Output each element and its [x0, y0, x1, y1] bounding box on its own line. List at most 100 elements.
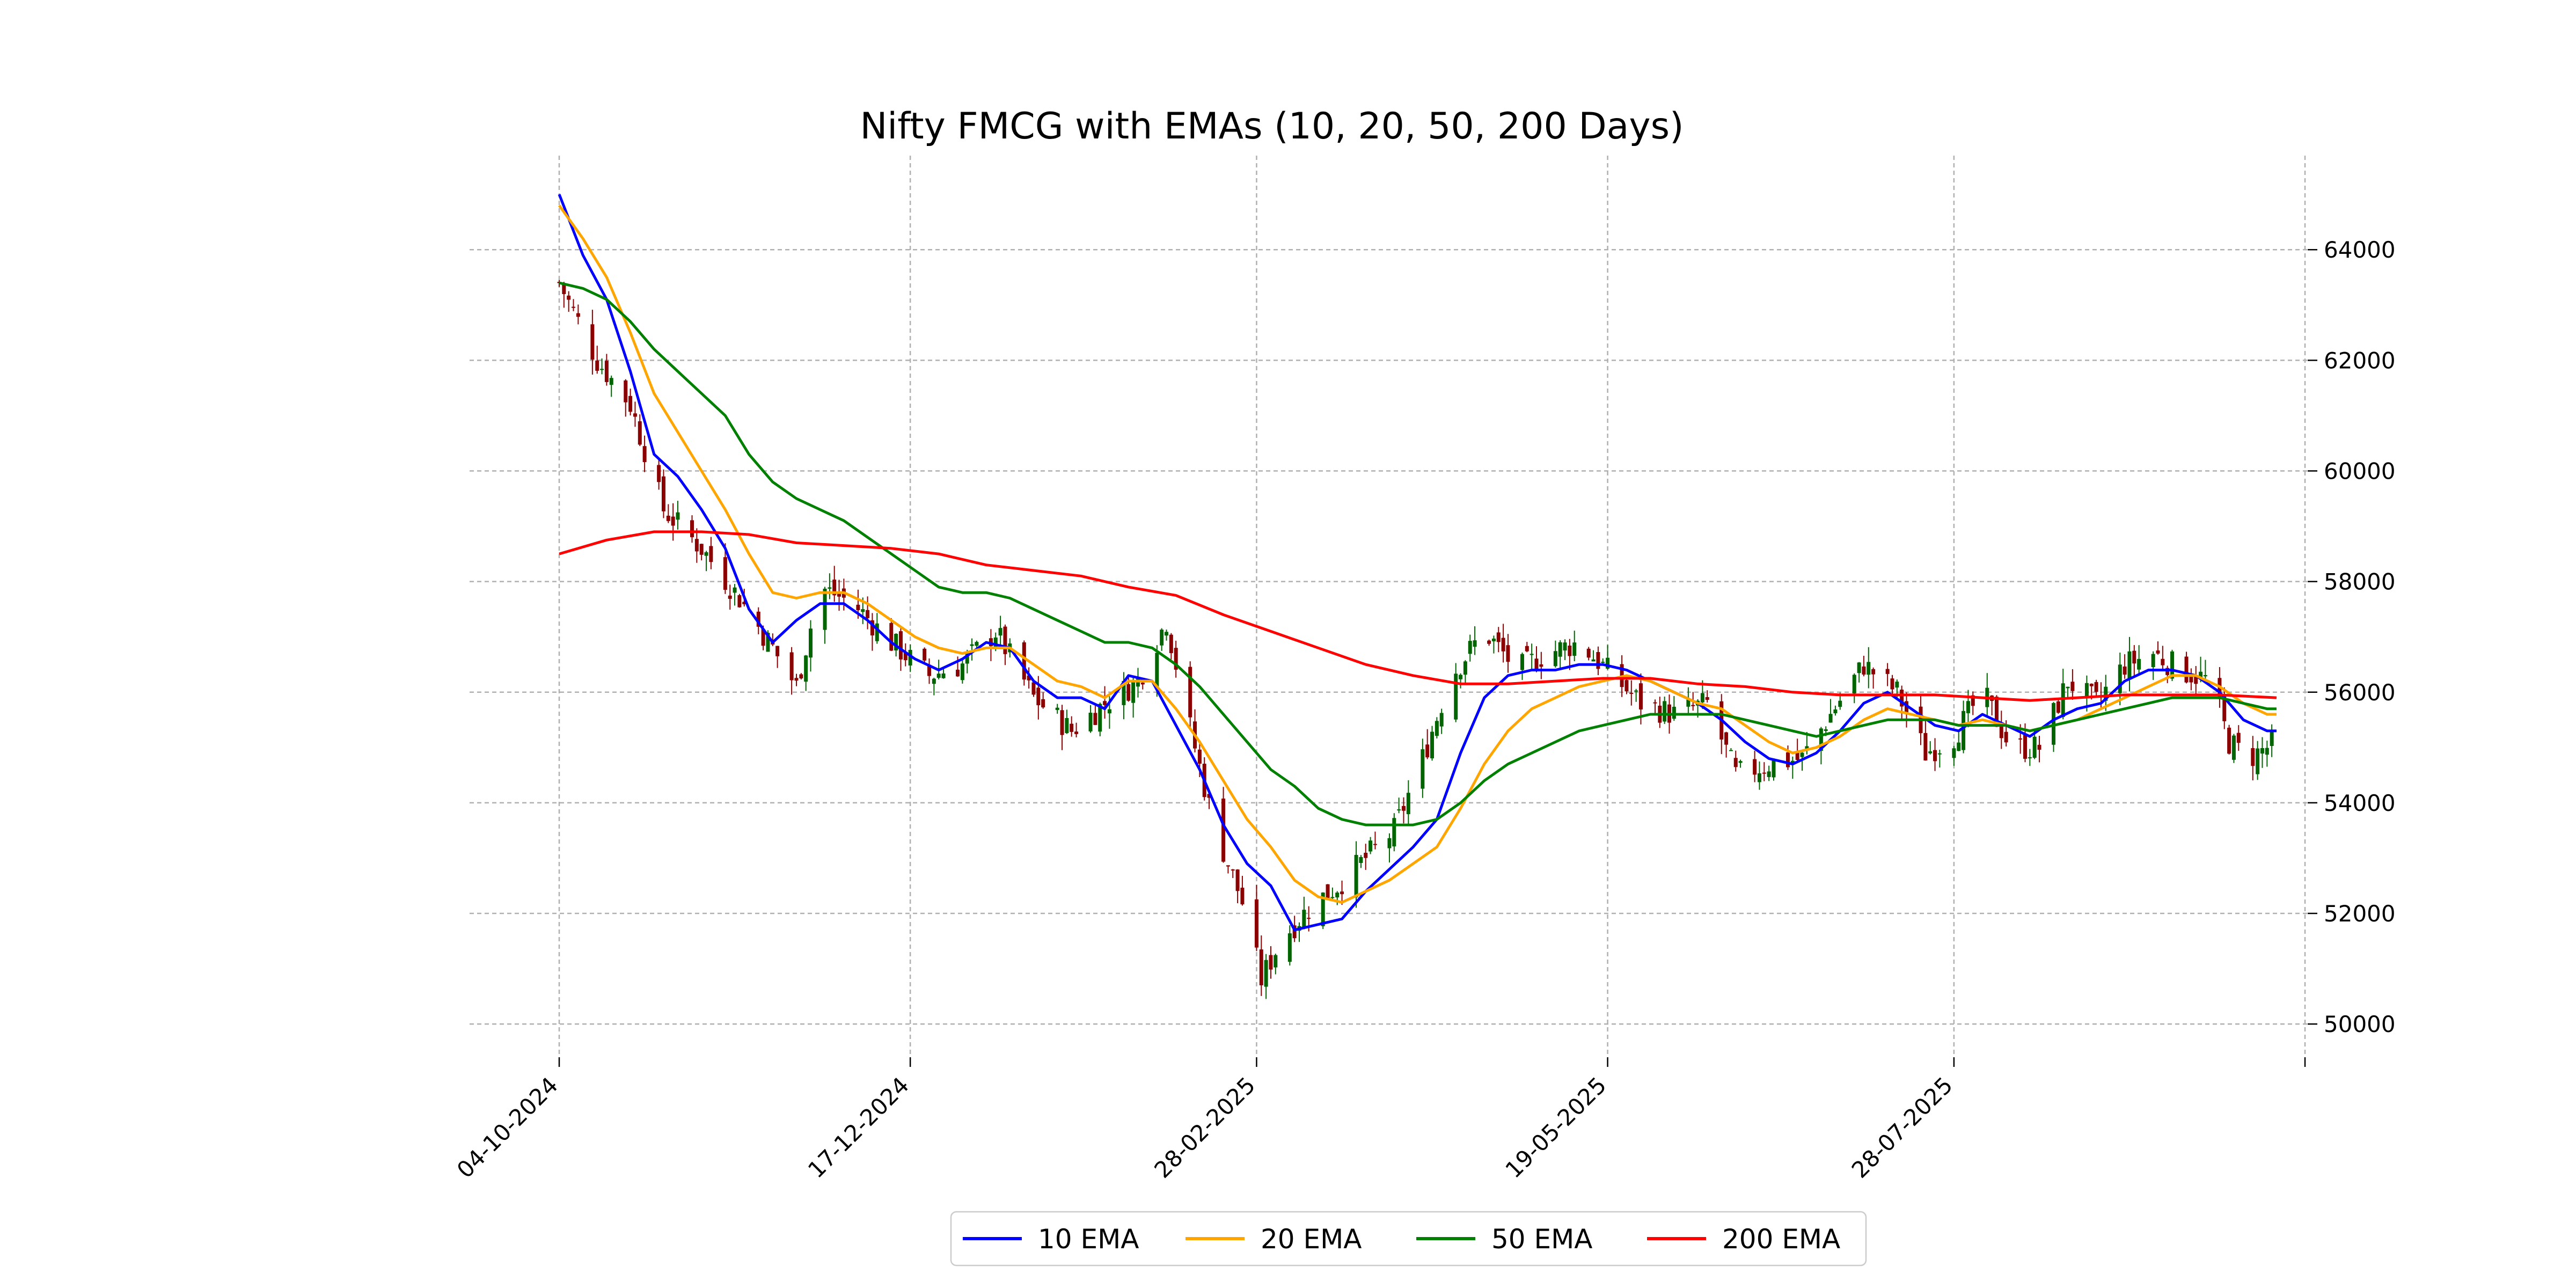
- candle-body: [1729, 750, 1733, 751]
- series-line-20-ema: [558, 204, 2277, 904]
- candle-body: [2194, 675, 2198, 684]
- candle-body: [2189, 676, 2193, 683]
- candle-body: [723, 557, 727, 590]
- candle-body: [1638, 683, 1643, 709]
- candle-body: [576, 313, 580, 317]
- x-tick-label: 28-07-2025: [1847, 1072, 1958, 1183]
- candle-body: [1999, 722, 2003, 738]
- candle-body: [1653, 702, 1657, 704]
- candle-body: [1140, 683, 1145, 685]
- candle-body: [1174, 648, 1178, 670]
- candle-body: [2222, 694, 2227, 721]
- candle-body: [1088, 712, 1093, 731]
- candle-body: [2123, 666, 2127, 675]
- candle-body: [1952, 748, 1956, 758]
- candle-body: [975, 642, 979, 646]
- candle-body: [766, 633, 770, 652]
- candle-body: [956, 669, 960, 677]
- candle-body: [1027, 675, 1031, 680]
- candle-body: [2227, 727, 2231, 754]
- candle-body: [1928, 751, 1933, 753]
- candle-body: [1852, 675, 1856, 694]
- legend-box: [950, 1211, 1867, 1267]
- candle-body: [1762, 772, 1766, 774]
- candle-body: [1235, 869, 1240, 891]
- candle-body: [1307, 918, 1311, 919]
- candle-body: [690, 520, 694, 537]
- candle-body: [676, 512, 680, 520]
- candle-body: [1634, 690, 1638, 692]
- candle-body: [1572, 642, 1577, 656]
- candle-body: [761, 629, 765, 646]
- candle-body: [828, 587, 832, 589]
- candle-body: [595, 360, 599, 371]
- candle-body: [628, 396, 633, 412]
- candle-body: [1098, 704, 1102, 732]
- candle-body: [1957, 742, 1961, 751]
- candle-body: [1425, 744, 1430, 758]
- candle-body: [1724, 732, 1729, 745]
- candle-body: [799, 674, 803, 679]
- candle-body: [804, 655, 808, 682]
- candle-body: [1529, 654, 1534, 655]
- candle-body: [572, 306, 576, 308]
- candle-body: [1335, 892, 1340, 898]
- candle-body: [699, 544, 704, 555]
- candle-body: [671, 516, 675, 526]
- candle-body: [1439, 713, 1444, 727]
- candle-body: [638, 421, 642, 445]
- candle-body: [1994, 697, 1999, 727]
- candle-body: [2070, 682, 2075, 691]
- candle-body: [970, 644, 974, 646]
- candle-body: [1738, 761, 1743, 763]
- candle-body: [1131, 680, 1136, 703]
- candle-body: [1824, 729, 1828, 731]
- candle-body: [742, 602, 747, 604]
- candle-body: [889, 623, 894, 651]
- candle-body: [1041, 699, 1045, 708]
- candle-body: [1136, 678, 1140, 687]
- legend: 10 EMA 20 EMA 50 EMA 200 EMA: [950, 1211, 1867, 1267]
- candle-body: [1392, 818, 1396, 847]
- candle-body: [633, 413, 637, 417]
- candle-body: [1937, 753, 1942, 755]
- candle-body: [2165, 668, 2170, 675]
- series-line-200-ema: [559, 530, 2277, 702]
- candle-body: [775, 646, 780, 656]
- candle-body: [1786, 752, 1790, 767]
- candle-body: [1155, 653, 1159, 689]
- candle-body: [1553, 651, 1557, 667]
- candle-body: [1221, 799, 1226, 862]
- candle-body: [1421, 749, 1425, 789]
- x-tick-label: 28-02-2025: [1149, 1072, 1260, 1183]
- candle-body: [1705, 697, 1709, 700]
- legend-entry: 50 EMA: [1491, 1224, 1592, 1255]
- candle-body: [870, 620, 874, 636]
- candle-body: [657, 465, 661, 482]
- candle-body: [1274, 955, 1278, 968]
- candle-body: [1923, 733, 1928, 760]
- candle-body: [1596, 652, 1600, 669]
- candle-body: [2052, 703, 2056, 745]
- candle-body: [1406, 793, 1410, 815]
- chart-title: Nifty FMCG with EMAs (10, 20, 50, 200 Da…: [860, 105, 1684, 148]
- candle-layer: [557, 280, 2274, 999]
- candle-body: [1838, 700, 1842, 707]
- candle-body: [1454, 674, 1458, 720]
- candle-body: [923, 648, 927, 661]
- candle-body: [1691, 705, 1695, 706]
- candle-body: [1491, 638, 1496, 641]
- candle-body: [1264, 960, 1268, 987]
- candle-body: [1606, 657, 1610, 669]
- candle-body: [1828, 714, 1833, 723]
- candle-body: [2260, 748, 2264, 754]
- candle-body: [2231, 735, 2236, 760]
- candle-body: [1805, 746, 1809, 749]
- candle-body: [737, 595, 742, 608]
- candle-body: [600, 369, 604, 370]
- candle-body: [1326, 884, 1330, 899]
- candle-body: [1055, 707, 1059, 710]
- candle-body: [998, 628, 1002, 636]
- candle-body: [1933, 750, 1937, 762]
